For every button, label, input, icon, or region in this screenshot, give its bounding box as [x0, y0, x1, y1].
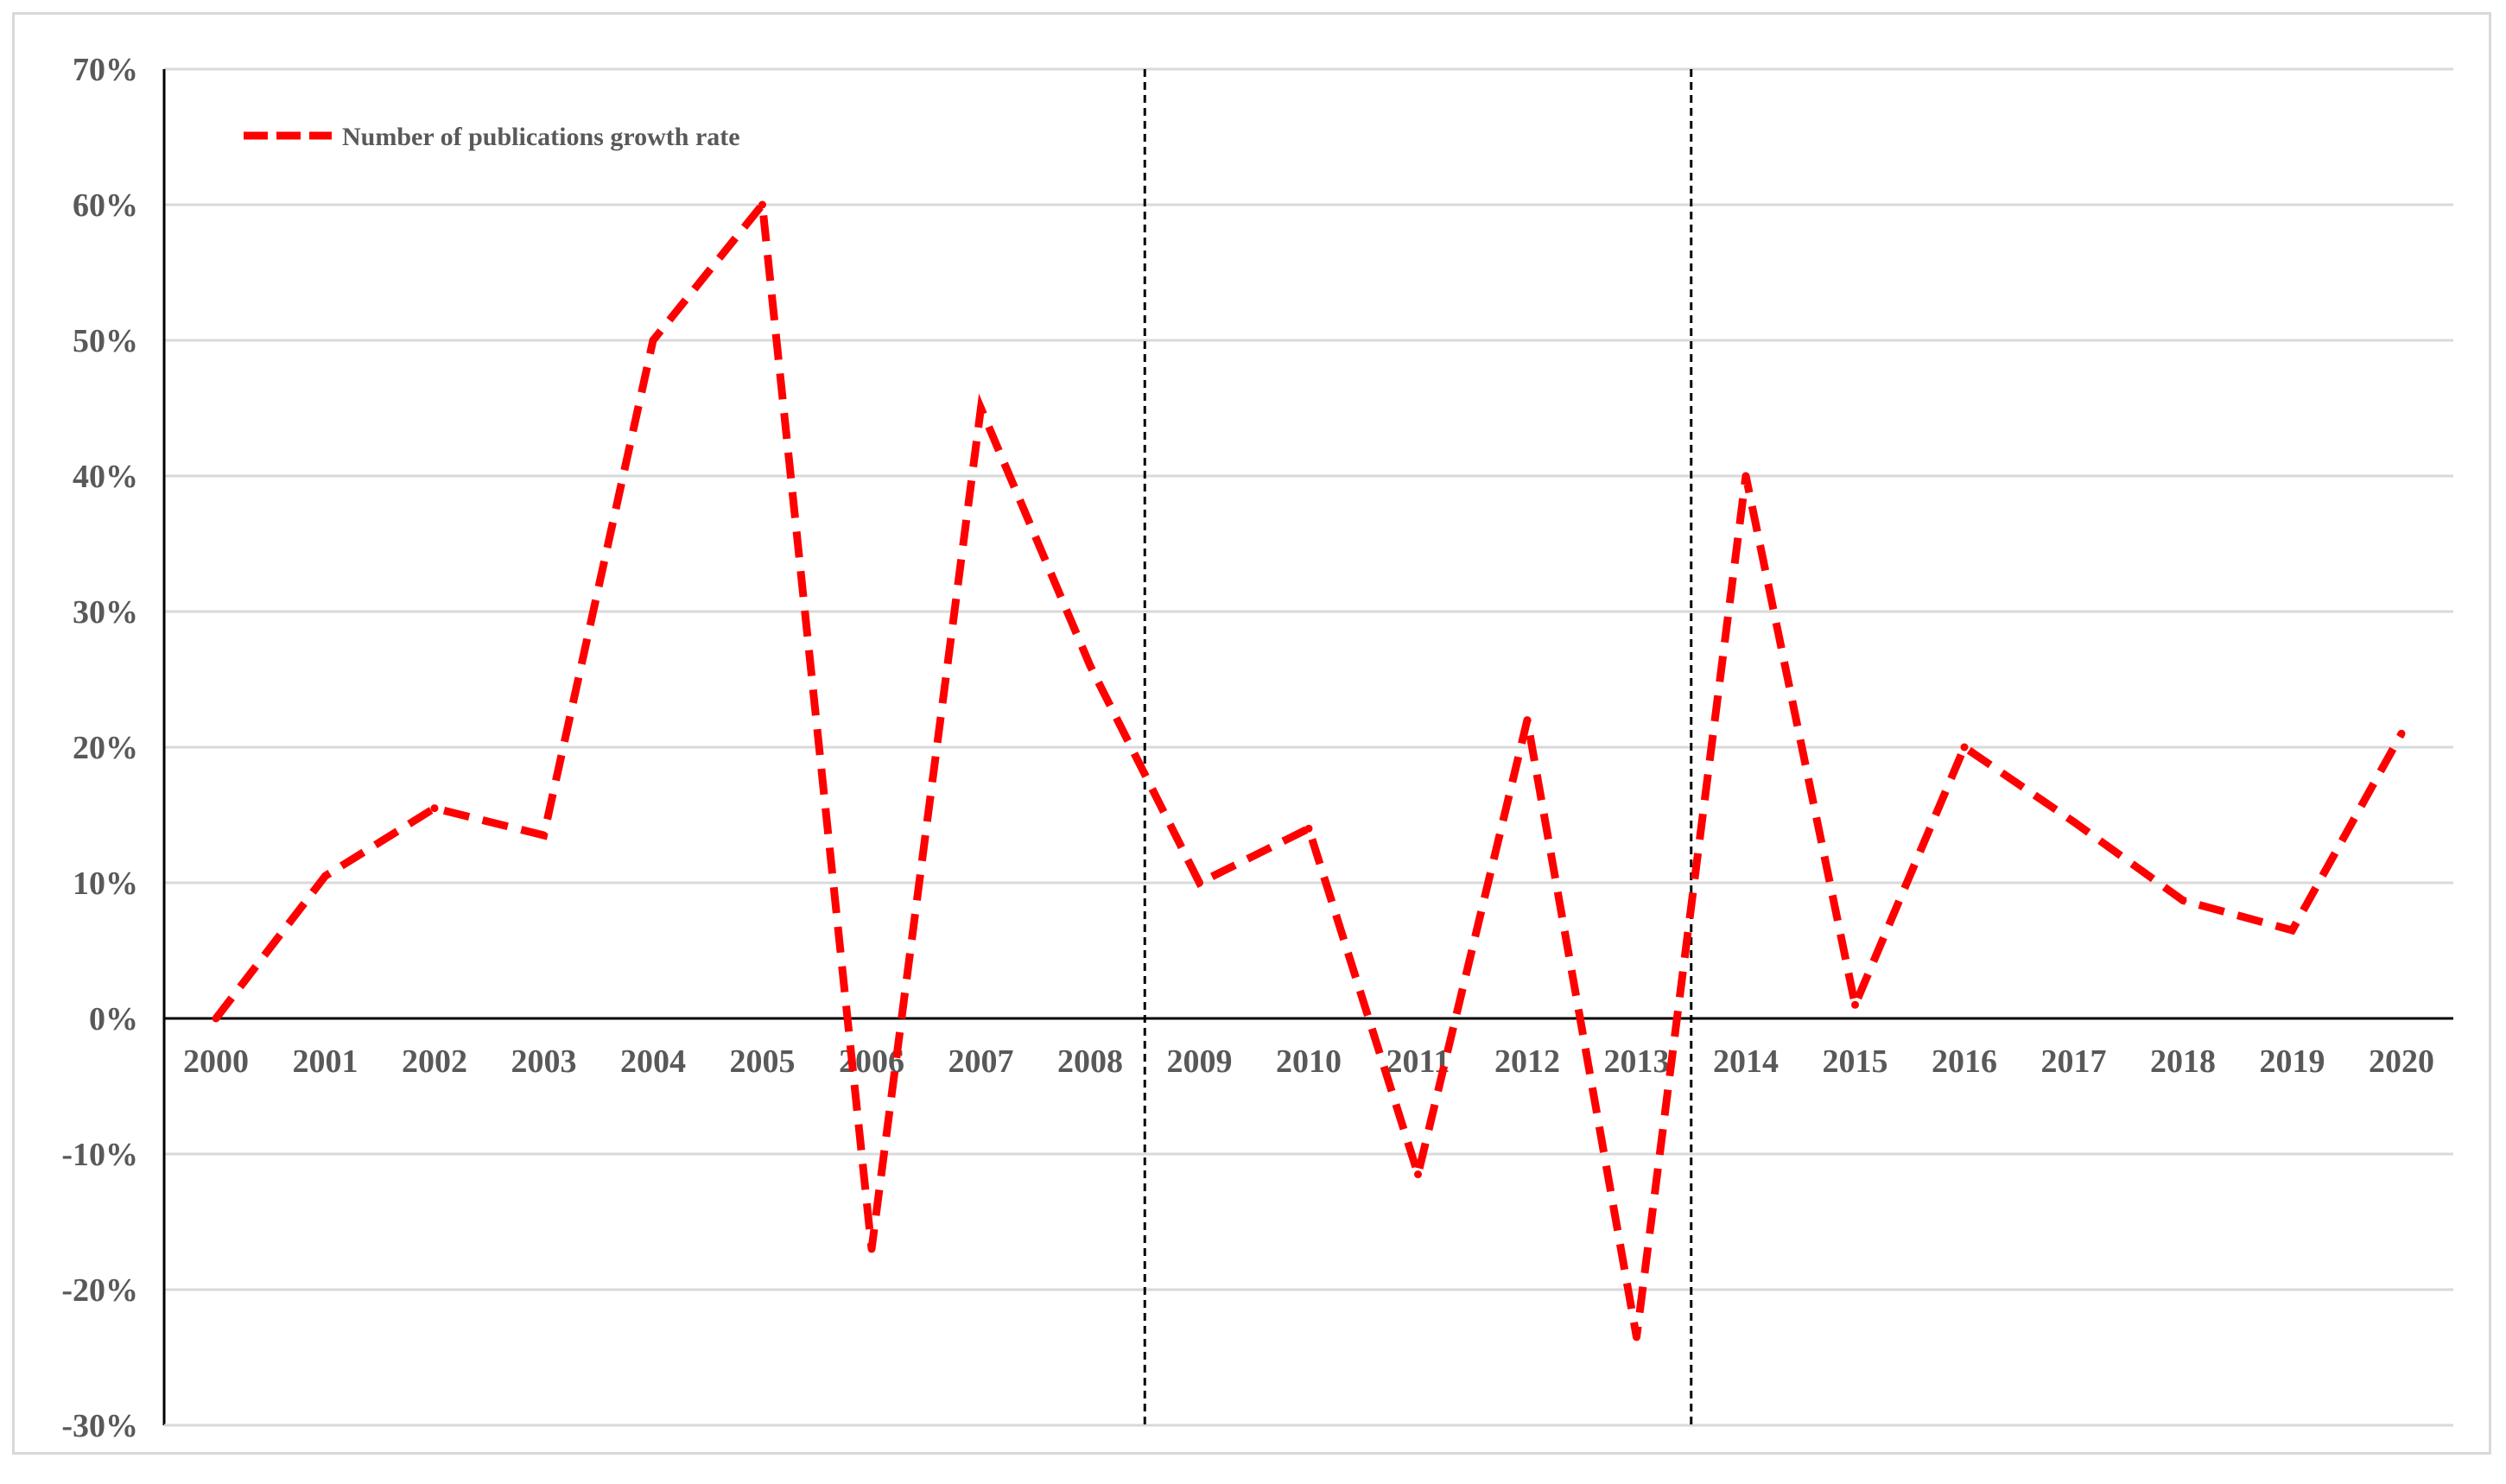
y-tick-label: 0% [89, 1001, 138, 1037]
x-tick-label: 2004 [620, 1043, 686, 1080]
x-tick-label: 2003 [511, 1043, 577, 1080]
data-point [2070, 817, 2078, 826]
series-line [213, 194, 2405, 1338]
x-tick-label: 2016 [1932, 1043, 1997, 1080]
y-tick-label: 20% [73, 730, 138, 766]
y-tick-label: 40% [73, 459, 138, 495]
axes [162, 69, 2453, 1427]
y-tick-label: -30% [61, 1408, 138, 1444]
data-point [212, 1014, 220, 1023]
data-point [1196, 878, 1203, 887]
data-point [1304, 824, 1313, 833]
data-point [1633, 1333, 1640, 1341]
data-point [649, 336, 657, 345]
x-tick-label: 2002 [402, 1043, 467, 1080]
data-point [1414, 1170, 1422, 1179]
x-tick-label: 2008 [1057, 1043, 1123, 1080]
data-point [430, 804, 439, 813]
x-tick-label: 2019 [2260, 1043, 2325, 1080]
x-tick-label: 2020 [2369, 1043, 2434, 1080]
x-tick-label: 2007 [948, 1043, 1014, 1080]
x-tick-label: 2009 [1167, 1043, 1233, 1080]
data-point [2397, 729, 2406, 738]
data-point [1086, 662, 1094, 670]
legend-label: Number of publications growth rate [342, 123, 740, 151]
x-tick-label: 2013 [1604, 1043, 1670, 1080]
data-point [2288, 926, 2296, 935]
data-point [2179, 896, 2187, 904]
y-tick-label: -20% [61, 1272, 138, 1309]
legend: Number of publications growth rate [244, 123, 740, 151]
data-point [540, 831, 548, 840]
data-point [867, 1245, 876, 1253]
period-separators [1143, 69, 1693, 1425]
data-point [758, 200, 766, 209]
y-tick-label: 70% [73, 52, 138, 88]
data-point [1960, 743, 1969, 752]
x-tick-label: 2010 [1276, 1043, 1342, 1080]
x-tick-label: 2001 [293, 1043, 358, 1080]
x-tick-label: 2005 [730, 1043, 796, 1080]
x-axis-tick-labels: 2000 2001 2002 2003 2004 2005 2006 2007 2008 2009… [183, 1043, 2434, 1080]
gridlines [164, 67, 2453, 1427]
x-tick-label: 2014 [1713, 1043, 1779, 1080]
chart-frame [12, 12, 2491, 1455]
series-group [212, 194, 2406, 1341]
x-tick-label: 2015 [1823, 1043, 1888, 1080]
data-point [1851, 1000, 1859, 1009]
data-point [1742, 472, 1750, 480]
y-tick-label: 10% [73, 866, 138, 902]
data-point [321, 872, 329, 880]
y-axis-tick-labels: 70% 60% 50% 40% 30% 20% 10% 0% -10% -20% -30% [61, 52, 138, 1444]
y-tick-label: 60% [73, 187, 138, 224]
y-tick-label: -10% [61, 1137, 138, 1173]
data-point [1523, 716, 1532, 725]
y-tick-label: 50% [73, 323, 138, 359]
x-tick-label: 2012 [1494, 1043, 1560, 1080]
data-point [977, 404, 985, 412]
x-tick-label: 2017 [2041, 1043, 2107, 1080]
x-tick-label: 2018 [2150, 1043, 2216, 1080]
x-tick-label: 2000 [183, 1043, 249, 1080]
y-tick-label: 30% [73, 594, 138, 631]
